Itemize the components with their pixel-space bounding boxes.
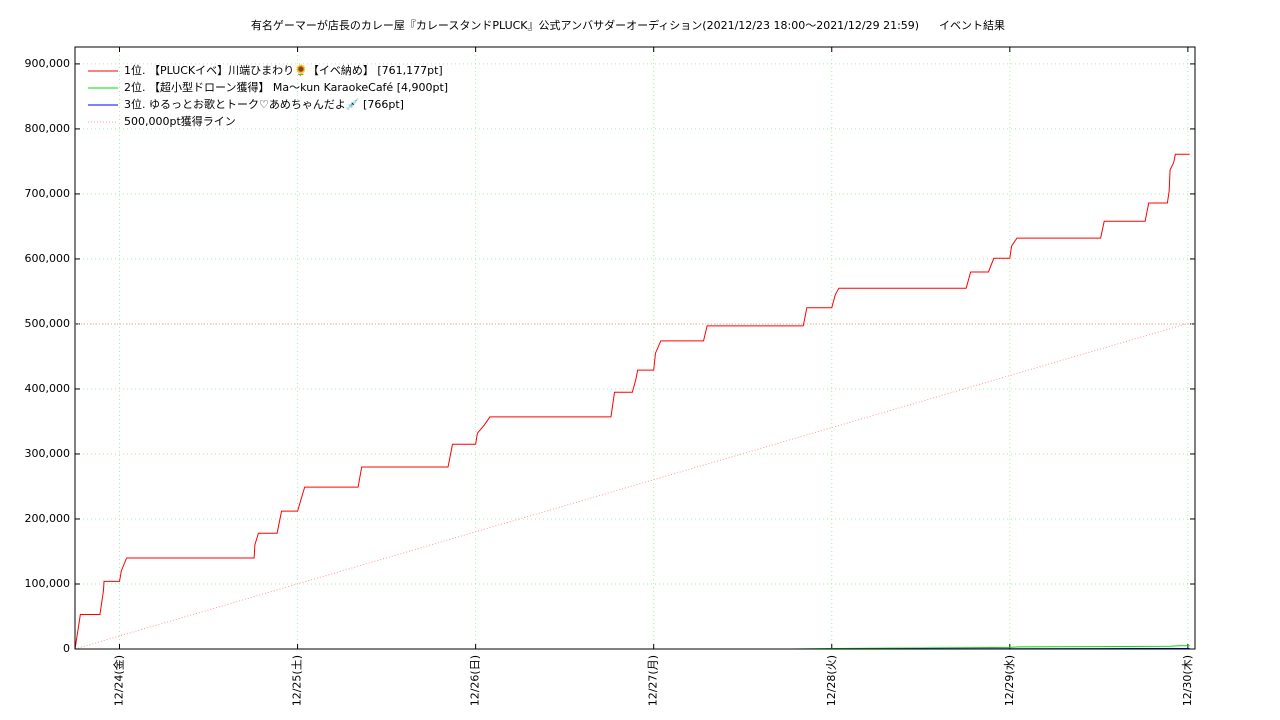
y-tick-label: 600,000 xyxy=(25,252,71,265)
y-tick-label: 700,000 xyxy=(25,187,71,200)
legend-label: 3位. ゆるっとお歌とトーク♡あめちゃんだよ💉 [766pt] xyxy=(124,97,404,111)
legend-label: 2位. 【超小型ドローン獲得】 Ma〜kun KaraokeCafé [4,90… xyxy=(124,80,448,94)
y-tick-label: 800,000 xyxy=(25,122,71,135)
plot-area xyxy=(75,47,1195,649)
y-tick-label: 900,000 xyxy=(25,57,71,70)
legend-label: 1位. 【PLUCKイベ】川端ひまわり🌻【イベ納め】 [761,177pt] xyxy=(124,63,443,77)
chart-subtitle: イベント結果 xyxy=(939,18,1005,32)
x-tick-label: 12/28(火) xyxy=(825,655,838,706)
x-tick-label: 12/26(日) xyxy=(469,655,482,706)
x-tick-label: 12/29(水) xyxy=(1003,655,1016,706)
series-line xyxy=(790,645,1190,650)
series-line xyxy=(74,323,1187,650)
y-tick-label: 500,000 xyxy=(25,317,71,330)
plot-frame xyxy=(74,46,1196,650)
chart-title: 有名ゲーマーが店長のカレー屋『カレースタンドPLUCK』公式アンバサダーオーディ… xyxy=(251,18,919,32)
legend-label: 500,000pt獲得ライン xyxy=(124,115,236,128)
y-tick-label: 300,000 xyxy=(25,447,71,460)
x-tick-label: 12/25(土) xyxy=(291,655,304,706)
y-tick-label: 100,000 xyxy=(25,577,71,590)
x-tick-label: 12/24(金) xyxy=(112,655,126,706)
legend: 1位. 【PLUCKイベ】川端ひまわり🌻【イベ納め】 [761,177pt] 2位… xyxy=(88,63,448,128)
y-tick-label: 400,000 xyxy=(25,382,71,395)
x-tick-label: 12/27(月) xyxy=(647,655,660,706)
x-tick-label: 12/30(木) xyxy=(1181,655,1194,706)
series-line xyxy=(74,153,1190,650)
y-tick-label: 0 xyxy=(63,642,70,655)
y-tick-label: 200,000 xyxy=(25,512,71,525)
